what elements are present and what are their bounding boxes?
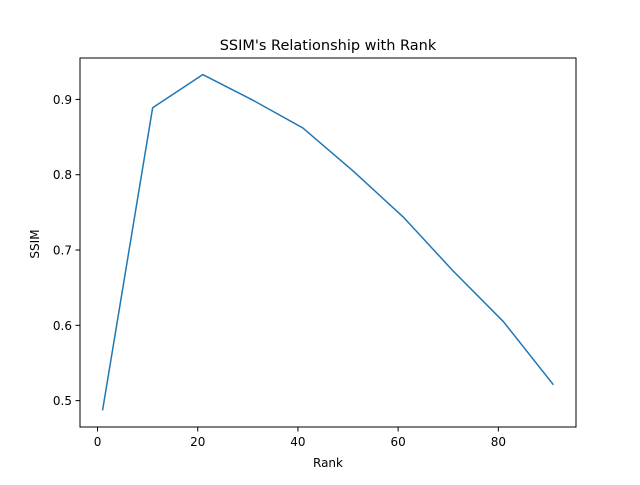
axis-ticks: 0 20 40 60 80 0.5 0.6 0.7 0.8 0.9	[53, 93, 506, 449]
x-tick-label: 60	[391, 435, 406, 449]
x-tick-label: 0	[94, 435, 102, 449]
x-tick-label: 20	[190, 435, 205, 449]
y-tick-label: 0.7	[53, 244, 72, 258]
y-tick-label: 0.8	[53, 168, 72, 182]
series-line-0	[101, 73, 555, 411]
chart-title: SSIM's Relationship with Rank	[220, 38, 437, 54]
y-tick-label: 0.5	[53, 394, 72, 408]
x-tick-label: 80	[491, 435, 506, 449]
series-layer	[101, 73, 555, 411]
y-axis-label: SSIM	[28, 229, 42, 258]
y-tick-label: 0.9	[53, 93, 72, 107]
x-tick-label: 40	[290, 435, 305, 449]
plot-frame	[79, 57, 577, 428]
x-axis-label: Rank	[313, 456, 343, 470]
y-tick-label: 0.6	[53, 319, 72, 333]
